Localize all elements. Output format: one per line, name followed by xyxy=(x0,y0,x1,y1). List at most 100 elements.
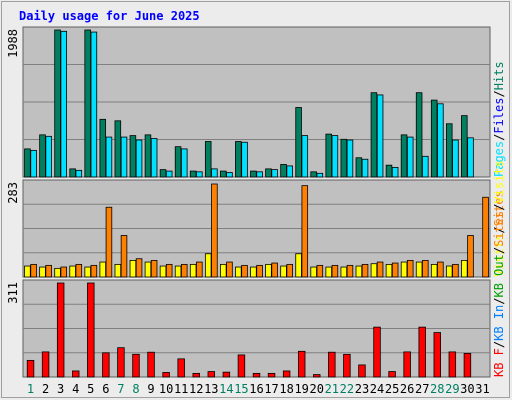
day-label-30: 30 xyxy=(460,382,474,396)
bar-visits-day-25 xyxy=(385,263,393,278)
legend-entry: Pages xyxy=(492,141,506,177)
bar-pages-day-12 xyxy=(196,171,203,178)
day-label-31: 31 xyxy=(475,382,489,396)
bar-hits-day-9 xyxy=(144,134,152,178)
bar-sites-day-17 xyxy=(271,262,278,278)
day-label-25: 25 xyxy=(385,382,399,396)
bar-visits-day-24 xyxy=(370,263,378,278)
bar-pages-day-4 xyxy=(75,169,83,178)
bar-visits-day-12 xyxy=(189,263,197,278)
bar-kb-f-day-29 xyxy=(448,351,457,378)
bar-hits-day-23 xyxy=(355,157,363,178)
bar-hits-day-4 xyxy=(69,168,76,178)
bar-visits-day-8 xyxy=(129,259,137,278)
legend-entry: / xyxy=(492,90,506,97)
bar-kb-f-day-21 xyxy=(328,351,336,378)
bar-kb-f-day-18 xyxy=(282,370,291,378)
bar-visits-day-13 xyxy=(204,253,212,278)
bar-kb-f-day-11 xyxy=(177,358,185,378)
bar-hits-day-28 xyxy=(430,99,438,178)
legend-entry: / xyxy=(492,341,506,348)
bar-sites-day-1 xyxy=(30,263,37,278)
bar-kb-f-day-12 xyxy=(192,372,200,378)
bar-pages-day-2 xyxy=(45,135,52,178)
bar-visits-day-1 xyxy=(24,265,31,278)
bar-pages-day-9 xyxy=(150,138,158,178)
day-axis: 1 2 3 4 5 6 7 8 9 10 11 12 13 14 15 16 17 18 19 20 21 22 23 24 2… xyxy=(27,382,490,396)
day-label-16: 16 xyxy=(249,382,263,396)
bar-sites-day-4 xyxy=(75,263,83,278)
bar-sites-day-15 xyxy=(241,264,248,278)
legend-entry: / xyxy=(492,247,506,254)
bar-sites-day-29 xyxy=(452,263,459,278)
bar-pages-day-24 xyxy=(376,94,384,178)
bar-kb-f-day-6 xyxy=(102,352,110,378)
chart-title: Daily usage for June 2025 xyxy=(19,9,200,23)
y-max-label: 311 xyxy=(6,282,20,304)
bar-sites-day-8 xyxy=(135,258,143,278)
legend-entry: / xyxy=(492,226,506,233)
day-label-20: 20 xyxy=(310,382,324,396)
bar-hits-day-19 xyxy=(295,107,302,178)
day-label-3: 3 xyxy=(57,382,64,396)
bar-pages-day-7 xyxy=(120,136,128,178)
bar-visits-day-7 xyxy=(114,263,122,278)
bar-hits-day-11 xyxy=(174,146,182,178)
day-label-23: 23 xyxy=(355,382,369,396)
legend: Pages/Files/Hits xyxy=(492,61,506,177)
day-label-5: 5 xyxy=(87,382,94,396)
bar-kb-f-day-10 xyxy=(162,372,170,378)
bar-sites-day-10 xyxy=(165,263,173,278)
bar-visits-day-19 xyxy=(295,253,302,278)
bar-kb-f-day-24 xyxy=(373,326,381,378)
day-label-28: 28 xyxy=(430,382,444,396)
bar-hits-day-17 xyxy=(265,168,272,178)
bar-pages-day-30 xyxy=(467,137,474,178)
legend-entry: Visits xyxy=(492,160,506,203)
bar-kb-f-day-3 xyxy=(56,282,65,378)
bar-visits-day-3 xyxy=(54,267,61,278)
bar-kb-f-day-23 xyxy=(358,364,366,378)
bar-sites-day-24 xyxy=(376,261,384,278)
bar-kb-f-day-4 xyxy=(72,370,80,378)
day-label-1: 1 xyxy=(27,382,34,396)
bar-kb-f-day-7 xyxy=(117,347,125,378)
legend-entry: Files xyxy=(492,98,506,134)
bar-hits-day-2 xyxy=(39,134,46,178)
bar-kb-f-day-20 xyxy=(313,374,321,378)
bar-hits-day-26 xyxy=(400,134,408,178)
bar-visits-day-11 xyxy=(174,265,182,278)
bar-visits-day-16 xyxy=(250,266,257,278)
legend: Visits/Sites xyxy=(492,190,506,277)
bar-sites-day-18 xyxy=(286,263,293,278)
day-label-27: 27 xyxy=(415,382,429,396)
bar-kb-f-day-22 xyxy=(343,353,351,378)
bar-pages-day-5 xyxy=(90,31,98,178)
day-label-24: 24 xyxy=(370,382,384,396)
bar-visits-day-23 xyxy=(355,265,363,278)
day-label-29: 29 xyxy=(445,382,459,396)
bar-kb-f-day-2 xyxy=(41,351,50,378)
day-label-18: 18 xyxy=(279,382,293,396)
bar-pages-day-21 xyxy=(331,135,339,178)
bar-hits-day-15 xyxy=(235,141,242,178)
bar-pages-day-6 xyxy=(105,136,113,178)
day-label-17: 17 xyxy=(264,382,278,396)
bar-kb-f-day-26 xyxy=(403,351,411,378)
day-label-9: 9 xyxy=(147,382,154,396)
bar-visits-day-29 xyxy=(445,265,453,278)
day-label-4: 4 xyxy=(72,382,79,396)
bar-pages-day-20 xyxy=(316,172,324,178)
bar-kb-f-day-1 xyxy=(26,359,35,378)
bar-hits-day-3 xyxy=(54,29,61,178)
day-label-6: 6 xyxy=(102,382,109,396)
bar-sites-day-21 xyxy=(331,264,339,278)
bar-visits-day-21 xyxy=(325,266,332,278)
bar-kb-f-day-28 xyxy=(433,332,441,378)
bar-visits-day-18 xyxy=(280,265,287,278)
bar-pages-day-22 xyxy=(346,139,354,178)
bar-hits-day-21 xyxy=(325,133,332,178)
bar-visits-day-20 xyxy=(310,266,317,278)
